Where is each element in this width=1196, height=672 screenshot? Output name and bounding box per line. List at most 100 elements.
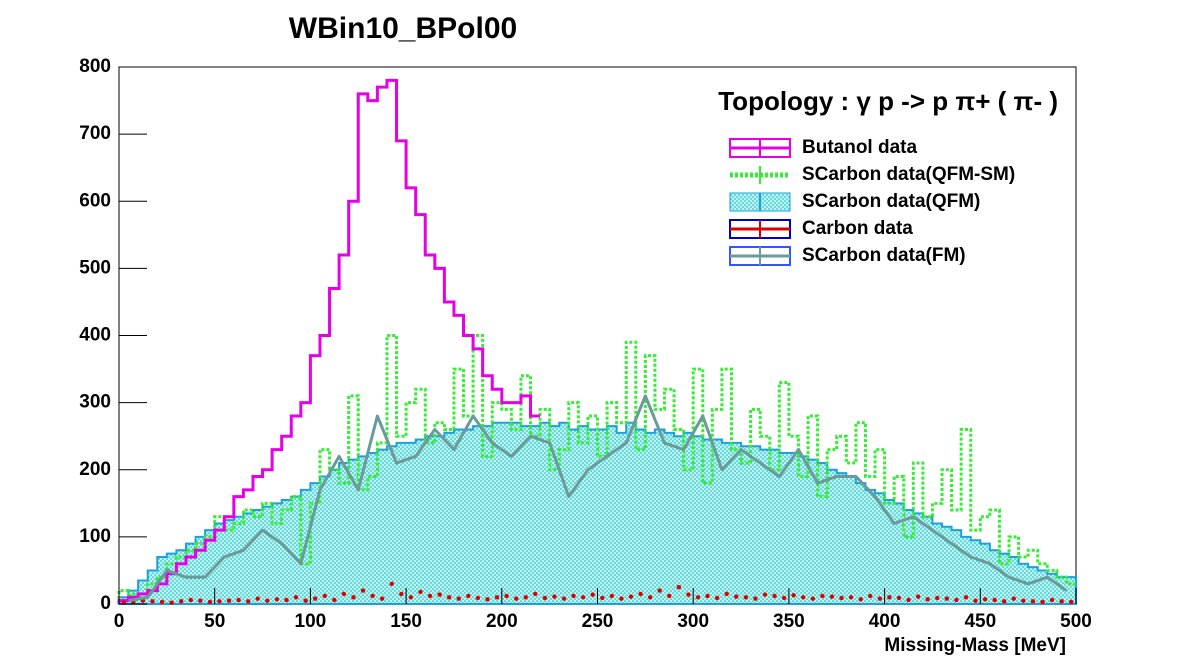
x-axis-label: Missing-Mass [MeV] [884, 635, 1066, 656]
x-tick-label: 500 [1060, 611, 1092, 632]
data-point [925, 597, 930, 602]
data-point [341, 591, 347, 597]
series-group [117, 78, 1077, 605]
data-point [667, 593, 672, 599]
y-tick-label: 200 [79, 459, 111, 480]
data-point [360, 588, 366, 593]
data-point [217, 599, 222, 604]
data-point [265, 598, 270, 603]
data-point [150, 599, 155, 604]
legend-label: Butanol data [802, 137, 917, 158]
legend-entry: Butanol data [729, 137, 917, 158]
data-point [446, 595, 452, 600]
data-point [619, 596, 624, 601]
data-point [743, 595, 749, 600]
data-point [982, 597, 988, 602]
data-point [906, 597, 911, 603]
data-point [542, 595, 548, 601]
legend-label: Carbon data [802, 218, 913, 239]
data-point [1021, 598, 1026, 603]
legend-label: SCarbon data(QFM-SM) [802, 164, 1015, 185]
data-point [944, 596, 950, 601]
data-point [198, 598, 203, 603]
x-tick-label: 250 [582, 611, 614, 632]
data-point [418, 589, 423, 595]
data-point [533, 591, 538, 597]
y-tick-label: 700 [79, 123, 111, 144]
data-point [1030, 599, 1036, 604]
data-point [456, 596, 461, 601]
legend-label: SCarbon data(FM) [802, 245, 966, 266]
data-point [858, 597, 863, 602]
data-point [494, 595, 500, 600]
data-point [399, 591, 404, 597]
x-tick-label: 400 [869, 611, 901, 632]
data-point [638, 591, 643, 597]
line-series [128, 394, 1068, 603]
data-point [351, 595, 356, 600]
data-point [896, 595, 902, 601]
data-point [848, 595, 854, 600]
data-point [389, 581, 394, 587]
data-point [312, 596, 318, 601]
data-point [647, 595, 653, 600]
y-tick-label: 800 [79, 56, 111, 77]
data-point [973, 598, 978, 603]
plot-area: 0 50 100 150 200 250 300 350 400 450 500 0 100 200 300… [79, 56, 1092, 632]
data-point [1049, 597, 1055, 603]
data-point [992, 597, 997, 603]
data-point [207, 599, 213, 605]
data-point [1069, 599, 1074, 605]
data-point [485, 597, 490, 602]
data-point [714, 595, 720, 601]
x-tick-label: 100 [295, 611, 327, 632]
data-point [810, 596, 816, 601]
data-point [963, 595, 969, 600]
data-point [427, 593, 433, 599]
data-point [705, 593, 710, 599]
data-point [322, 593, 327, 599]
data-point [408, 595, 414, 600]
data-point [1040, 599, 1045, 605]
data-point [1011, 596, 1016, 601]
data-point [954, 597, 959, 603]
data-point [724, 591, 729, 597]
data-point [734, 594, 739, 599]
y-tick-label: 0 [100, 593, 111, 614]
data-point [609, 593, 615, 599]
data-point [772, 593, 777, 599]
data-point [829, 594, 835, 599]
data-point [791, 593, 796, 598]
x-tick-label: 300 [677, 611, 709, 632]
legend-label: SCarbon data(QFM) [802, 191, 980, 212]
data-point [820, 593, 825, 599]
data-point [513, 596, 519, 601]
chart-title: WBin10_BPol00 [289, 12, 517, 45]
data-point [179, 599, 184, 604]
y-tick-label: 600 [79, 190, 111, 211]
data-point [580, 595, 586, 600]
data-point [695, 595, 701, 600]
y-tick-label: 500 [79, 257, 111, 278]
legend-entry: Carbon data [729, 218, 913, 239]
data-point [628, 594, 634, 599]
data-point [839, 595, 844, 601]
data-point [284, 597, 289, 603]
data-point [159, 599, 165, 605]
legend-entry: SCarbon data(QFM) [729, 191, 980, 212]
data-point [935, 595, 940, 601]
data-point [523, 595, 528, 600]
data-point [762, 592, 768, 597]
histogram [117, 78, 541, 604]
data-point [571, 593, 576, 599]
data-point [293, 595, 299, 600]
data-point [466, 593, 471, 599]
data-point [303, 598, 308, 603]
data-point [169, 600, 174, 605]
data-point [877, 596, 883, 601]
data-point [686, 592, 691, 597]
data-point [1059, 599, 1064, 604]
data-point [475, 595, 481, 601]
data-point [245, 599, 251, 604]
data-point [226, 598, 232, 603]
